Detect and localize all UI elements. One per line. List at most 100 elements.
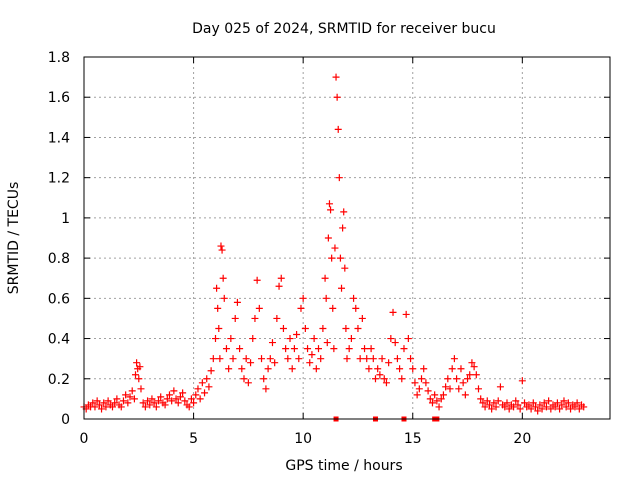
data-point — [124, 399, 132, 407]
data-point — [333, 93, 341, 101]
data-point — [165, 391, 173, 399]
y-axis-label: SRMTID / TECUs — [6, 182, 22, 295]
data-point — [374, 365, 382, 373]
data-point — [321, 274, 329, 282]
data-point — [470, 363, 478, 371]
data-point — [108, 403, 116, 411]
data-point — [213, 284, 221, 292]
data-layer — [80, 73, 588, 422]
data-point — [514, 401, 522, 409]
data-point — [315, 345, 323, 353]
data-point — [181, 397, 189, 405]
data-point — [196, 395, 204, 403]
x-tick-label: 20 — [513, 431, 531, 447]
data-point — [150, 399, 158, 407]
data-point — [236, 345, 244, 353]
data-point — [459, 379, 467, 387]
data-point — [327, 206, 335, 214]
data-point — [179, 389, 187, 397]
data-point — [216, 355, 224, 363]
data-point — [262, 385, 270, 393]
data-point — [176, 393, 184, 401]
data-point — [332, 73, 340, 81]
data-point — [361, 345, 369, 353]
y-tick-label: 1.8 — [48, 50, 70, 66]
data-point — [301, 325, 309, 332]
data-point — [98, 405, 106, 413]
data-point — [437, 395, 445, 403]
data-point — [102, 403, 110, 411]
data-point — [536, 401, 544, 409]
data-point — [553, 399, 561, 407]
data-point — [567, 405, 575, 413]
data-point — [571, 403, 579, 411]
data-point — [573, 399, 581, 407]
data-point — [157, 393, 165, 401]
data-point — [295, 355, 303, 363]
data-point — [338, 284, 346, 292]
data-point — [518, 377, 526, 385]
data-point — [282, 345, 290, 353]
data-point — [402, 310, 410, 318]
y-tick-label: 0.4 — [48, 332, 70, 348]
data-point — [475, 385, 482, 393]
data-point — [209, 355, 217, 363]
data-point — [564, 399, 572, 407]
data-point — [350, 294, 358, 302]
data-point — [503, 399, 511, 407]
data-point — [135, 375, 143, 383]
data-point — [400, 345, 408, 353]
data-point — [117, 403, 125, 411]
data-point — [562, 403, 570, 411]
data-point — [89, 399, 97, 407]
data-point — [481, 403, 489, 411]
data-point — [409, 365, 417, 373]
data-point — [141, 403, 149, 411]
data-point — [212, 335, 219, 343]
data-point — [494, 397, 502, 405]
data-point — [347, 335, 355, 343]
data-point — [185, 403, 193, 411]
y-tick-label: 0.6 — [48, 291, 70, 307]
grid-layer — [84, 57, 610, 419]
data-point — [380, 375, 388, 383]
data-point — [385, 359, 393, 367]
y-tick-label: 1.6 — [48, 90, 70, 106]
data-point — [306, 359, 314, 367]
data-point — [488, 405, 496, 413]
data-point — [483, 397, 491, 405]
data-point — [466, 371, 474, 379]
data-point — [404, 335, 412, 343]
data-point — [288, 365, 296, 373]
data-point — [376, 371, 384, 379]
data-point — [527, 405, 535, 413]
data-point — [104, 397, 112, 405]
data-point — [225, 365, 233, 373]
data-point — [335, 174, 343, 182]
data-point — [510, 403, 518, 411]
data-point — [139, 399, 147, 407]
data-point — [575, 405, 583, 413]
data-point — [273, 314, 281, 322]
data-point — [461, 391, 469, 399]
data-point — [446, 385, 454, 393]
data-point — [304, 345, 312, 353]
data-point — [219, 274, 227, 282]
data-point — [407, 355, 415, 363]
data-point — [253, 276, 261, 284]
y-tick-label: 1.4 — [48, 130, 70, 146]
data-point — [439, 391, 447, 399]
data-point — [512, 397, 520, 405]
data-point — [163, 395, 171, 403]
data-point — [560, 397, 568, 405]
data-point — [290, 345, 298, 353]
data-point — [91, 403, 99, 411]
data-point — [268, 339, 276, 347]
data-point — [279, 325, 287, 332]
data-point — [170, 387, 178, 395]
data-point — [354, 325, 362, 332]
x-tick-label: 0 — [80, 431, 89, 447]
data-point — [358, 314, 366, 322]
data-point — [286, 335, 294, 343]
data-point — [415, 385, 423, 393]
